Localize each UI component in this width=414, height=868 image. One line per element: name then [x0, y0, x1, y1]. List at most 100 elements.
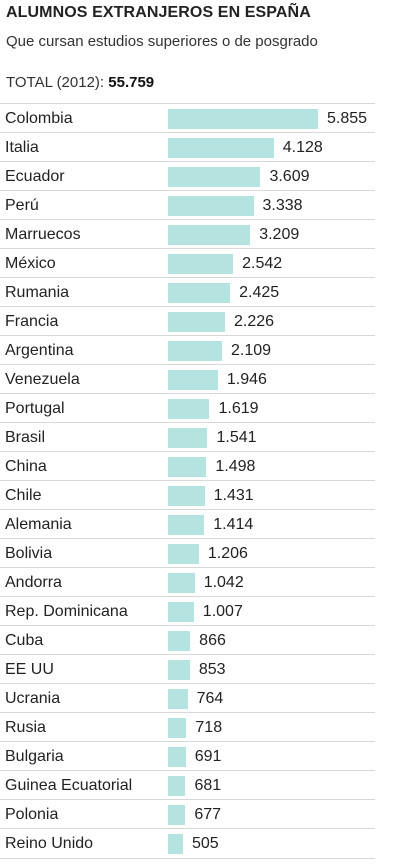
bar	[168, 457, 207, 477]
value-label: 1.042	[203, 574, 244, 591]
bar-row: Marruecos 3.209	[0, 219, 375, 249]
value-label: 1.619	[218, 400, 259, 417]
category-label: Colombia	[5, 110, 73, 127]
bar	[168, 254, 234, 274]
bar-row: Brasil 1.541	[0, 422, 375, 452]
category-label: Rusia	[5, 719, 46, 736]
category-label: Chile	[5, 487, 42, 504]
category-label: EE UU	[5, 661, 54, 678]
category-label: Alemania	[5, 516, 72, 533]
bar-row: Guinea Ecuatorial 681	[0, 770, 375, 800]
bar	[168, 312, 226, 332]
bar	[168, 109, 318, 129]
value-label: 681	[194, 777, 222, 794]
bar	[168, 370, 218, 390]
value-label: 5.855	[327, 110, 368, 127]
bar	[168, 631, 191, 651]
bar-row: Colombia 5.855	[0, 103, 375, 133]
bar-row: Portugal 1.619	[0, 393, 375, 423]
category-label: Italia	[5, 139, 39, 156]
category-label: Andorra	[5, 574, 62, 591]
bar-row: Chile 1.431	[0, 480, 375, 510]
category-label: Perú	[5, 197, 39, 214]
category-label: Rep. Dominicana	[5, 603, 128, 620]
value-label: 2.542	[242, 255, 283, 272]
value-label: 4.128	[282, 139, 323, 156]
bar-row: Ucrania 764	[0, 683, 375, 713]
value-label: 1.007	[202, 603, 243, 620]
bar	[168, 689, 188, 709]
bar-row: Venezuela 1.946	[0, 364, 375, 394]
value-label: 764	[196, 690, 224, 707]
category-label: Polonia	[5, 806, 59, 823]
category-label: Rumania	[5, 284, 70, 301]
category-label: Ucrania	[5, 690, 61, 707]
category-label: Portugal	[5, 400, 65, 417]
bar-row: Italia 4.128	[0, 132, 375, 162]
total-label: TOTAL (2012):	[6, 74, 105, 91]
value-label: 3.338	[262, 197, 303, 214]
bar	[168, 341, 223, 361]
bar-row: Andorra 1.042	[0, 567, 375, 597]
value-label: 1.541	[216, 429, 257, 446]
bar-row: Rumania 2.425	[0, 277, 375, 307]
value-label: 853	[198, 661, 226, 678]
category-label: Ecuador	[5, 168, 65, 185]
bar-row: Francia 2.226	[0, 306, 375, 336]
category-label: Cuba	[5, 632, 44, 649]
chart-title: ALUMNOS EXTRANJEROS EN ESPAÑA	[6, 4, 311, 21]
total-value: 55.759	[108, 74, 155, 91]
bar	[168, 138, 274, 158]
bar-row: Ecuador 3.609	[0, 161, 375, 191]
value-label: 718	[195, 719, 223, 736]
bar	[168, 196, 254, 216]
bar	[168, 283, 231, 303]
value-label: 3.609	[269, 168, 310, 185]
value-label: 1.414	[213, 516, 254, 533]
value-label: 2.109	[231, 342, 272, 359]
category-label: China	[5, 458, 47, 475]
category-label: Argentina	[5, 342, 74, 359]
value-label: 1.431	[213, 487, 254, 504]
category-label: Reino Unido	[5, 835, 94, 852]
bar	[168, 573, 195, 593]
value-label: 677	[194, 806, 222, 823]
bar-row: Perú 3.338	[0, 190, 375, 220]
bar	[168, 747, 186, 767]
bar	[168, 167, 261, 187]
bar	[168, 399, 210, 419]
bar	[168, 544, 199, 564]
value-label: 3.209	[259, 226, 300, 243]
category-label: México	[5, 255, 56, 272]
category-label: Marruecos	[5, 226, 81, 243]
value-label: 691	[194, 748, 222, 765]
value-label: 866	[199, 632, 226, 649]
bar	[168, 428, 208, 448]
bar	[168, 602, 194, 622]
value-label: 2.425	[239, 284, 280, 301]
category-label: Brasil	[5, 429, 46, 446]
value-label: 1.946	[226, 371, 267, 388]
value-label: 2.226	[234, 313, 275, 330]
bar-row: China 1.498	[0, 451, 375, 481]
bar-row: Argentina 2.109	[0, 335, 375, 365]
bar-row: Bulgaria 691	[0, 741, 375, 771]
bar	[168, 805, 186, 825]
bar	[168, 776, 186, 796]
total-line: TOTAL (2012): 55.759	[6, 74, 154, 91]
category-label: Venezuela	[5, 371, 80, 388]
bar-row: Alemania 1.414	[0, 509, 375, 539]
bar	[168, 834, 183, 854]
bar-row: Cuba 866	[0, 625, 375, 655]
category-label: Francia	[5, 313, 59, 330]
category-label: Bulgaria	[5, 748, 64, 765]
category-label: Guinea Ecuatorial	[5, 777, 133, 794]
bar-row: México 2.542	[0, 248, 375, 278]
category-label: Bolivia	[5, 545, 53, 562]
bar-row: Reino Unido 505	[0, 828, 375, 859]
chart-subtitle: Que cursan estudios superiores o de posg…	[6, 33, 318, 50]
bar	[168, 515, 205, 535]
bar	[168, 225, 251, 245]
bar-row: Bolivia 1.206	[0, 538, 375, 568]
